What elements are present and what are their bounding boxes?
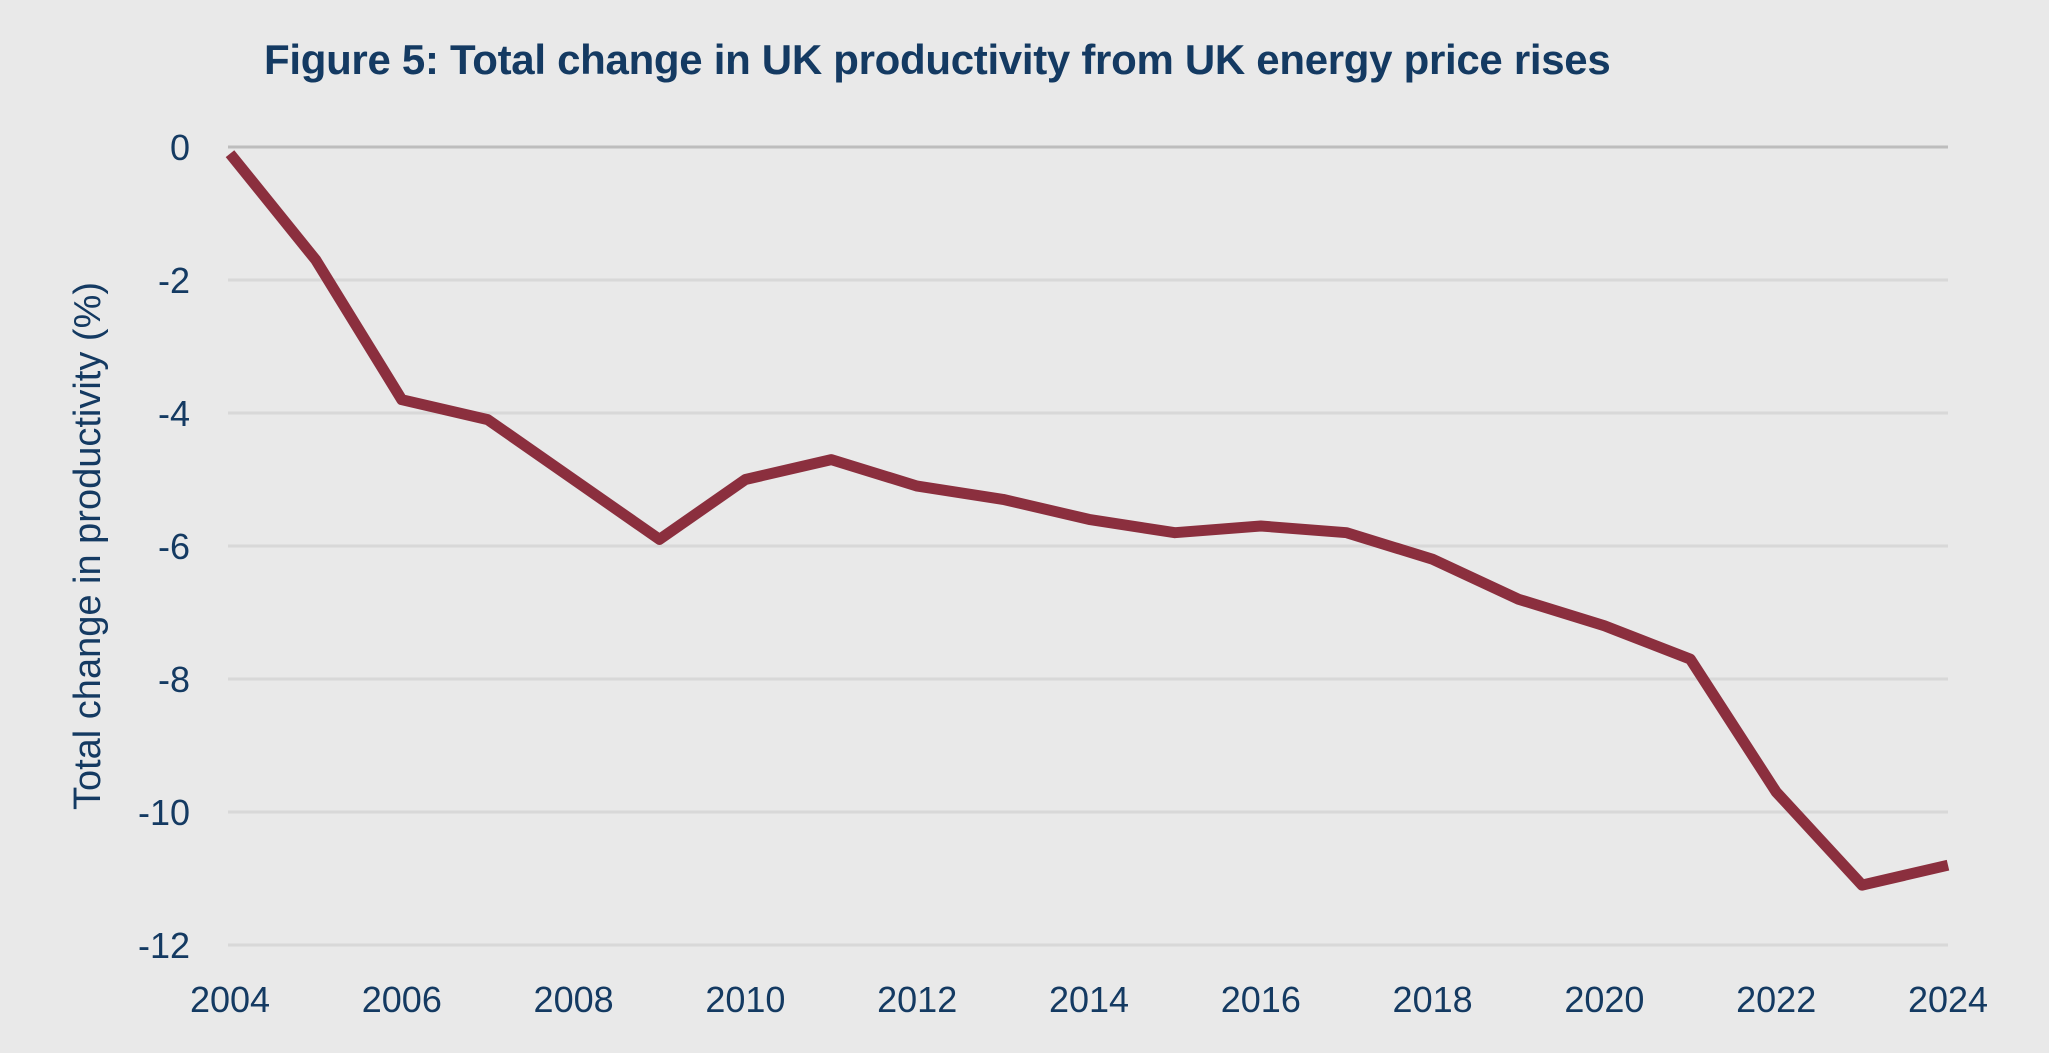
gridlines: [228, 145, 1948, 947]
x-tick-label: 2004: [190, 979, 270, 1020]
x-tick-label: 2010: [705, 979, 785, 1020]
y-tick-label: -12: [138, 925, 190, 966]
x-tick-label: 2006: [362, 979, 442, 1020]
x-tick-label: 2020: [1564, 979, 1644, 1020]
y-tick-label: -6: [158, 526, 190, 567]
y-axis-label: Total change in productivity (%): [67, 282, 109, 810]
y-tick-label: -10: [138, 792, 190, 833]
y-tick-label: -2: [158, 260, 190, 301]
y-tick-label: 0: [170, 127, 190, 168]
x-tick-label: 2022: [1736, 979, 1816, 1020]
y-tick-label: -4: [158, 393, 190, 434]
y-axis-ticks: 0 -2 -4 -6 -8 -10 -12: [138, 127, 190, 966]
x-tick-label: 2016: [1221, 979, 1301, 1020]
x-tick-label: 2024: [1908, 979, 1988, 1020]
x-tick-label: 2012: [877, 979, 957, 1020]
y-tick-label: -8: [158, 659, 190, 700]
x-tick-label: 2018: [1393, 979, 1473, 1020]
x-axis-ticks: 2004 2006 2008 2010 2012 2014 2016 2018 2020 2022…: [190, 979, 1988, 1020]
series-group: [225, 150, 1950, 891]
x-tick-label: 2008: [534, 979, 614, 1020]
chart-title: Figure 5: Total change in UK productivit…: [264, 36, 1611, 83]
x-tick-label: 2014: [1049, 979, 1129, 1020]
